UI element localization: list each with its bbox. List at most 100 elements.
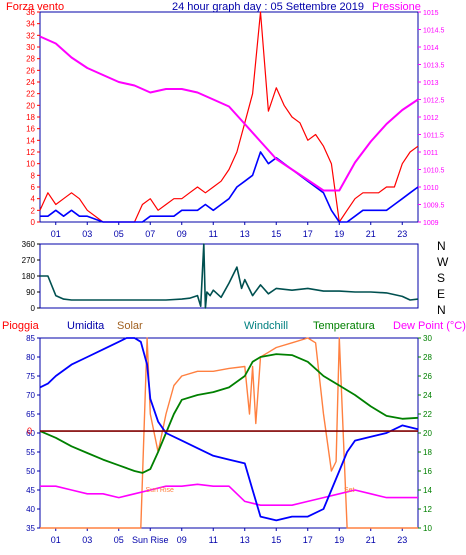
wind-y-tick-label: 12 <box>26 148 35 157</box>
climate-x-label: Sun Rise <box>132 535 169 545</box>
wind-y-tick-label: 8 <box>31 171 36 180</box>
humidity-y-tick-label: 35 <box>26 524 35 533</box>
solar-label: Solar <box>117 320 143 332</box>
chart-title: 24 hour graph day : 05 Settembre 2019 <box>172 1 364 13</box>
direction-y-tick-label: 0 <box>31 304 36 313</box>
pressure-y-tick-label: 1013 <box>423 80 439 87</box>
wind-y-tick-label: 10 <box>26 160 35 169</box>
pressure-y-tick-label: 1015 <box>423 10 439 17</box>
pressure-y-tick-label: 1009 <box>423 220 439 227</box>
humidity-y-tick-label: 85 <box>26 334 35 343</box>
wind-x-label: 01 <box>51 229 61 239</box>
dir-label-s: S <box>437 271 445 285</box>
climate-panel-frame <box>39 337 419 529</box>
pioggia-label: Pioggia <box>2 320 40 332</box>
wind-y-tick-label: 14 <box>26 136 35 145</box>
direction-y-tick-label: 270 <box>22 256 36 265</box>
humidity-y-tick-label: 50 <box>26 467 35 476</box>
wind-x-label: 15 <box>271 229 281 239</box>
wind-y-tick-label: 6 <box>31 183 36 192</box>
wind-x-label: 09 <box>177 229 187 239</box>
humidity-y-tick-label: 45 <box>26 486 35 495</box>
climate-x-label: 19 <box>334 535 344 545</box>
climate-x-label: 13 <box>240 535 250 545</box>
dewpoint-series <box>40 483 418 506</box>
climate-x-label: 21 <box>366 535 376 545</box>
sunset-annotation: Set <box>344 487 355 494</box>
wind-y-tick-label: 36 <box>26 8 35 17</box>
pressure-y-tick-label: 1010.5 <box>423 168 445 175</box>
pressure-axis-title: Pressione <box>372 1 421 13</box>
temperature-series <box>39 353 419 474</box>
wind-x-label: 17 <box>303 229 313 239</box>
wind-y-tick-label: 16 <box>26 125 35 134</box>
temp-y-tick-label: 24 <box>423 391 432 400</box>
dir-label-n2: N <box>437 303 446 317</box>
pressure-series <box>39 35 419 192</box>
temp-y-tick-label: 12 <box>423 505 432 514</box>
wind-y-tick-label: 32 <box>26 31 35 40</box>
wind-y-tick-label: 28 <box>26 55 35 64</box>
rain-zero-label: 0 <box>27 426 32 436</box>
temp-y-tick-label: 30 <box>423 334 432 343</box>
pressure-y-tick-label: 1012 <box>423 115 439 122</box>
humidity-series <box>39 337 419 522</box>
temp-y-tick-label: 22 <box>423 410 432 419</box>
climate-x-label: 15 <box>271 535 281 545</box>
wind-y-tick-label: 20 <box>26 101 35 110</box>
pressure-y-tick-label: 1013.5 <box>423 63 445 70</box>
humidity-y-tick-label: 65 <box>26 410 35 419</box>
temp-y-tick-label: 26 <box>423 372 432 381</box>
solar-series <box>40 337 418 529</box>
pressure-y-tick-label: 1012.5 <box>423 98 445 105</box>
pressure-y-tick-label: 1011.5 <box>423 133 444 140</box>
temp-y-tick-label: 10 <box>423 524 432 533</box>
windchill-label: Windchill <box>244 320 288 332</box>
humidity-y-tick-label: 55 <box>26 448 35 457</box>
pressure-y-tick-label: 1010 <box>423 185 439 192</box>
pressure-y-tick-label: 1014 <box>423 45 439 52</box>
humidity-y-tick-label: 60 <box>26 429 35 438</box>
dir-label-e: E <box>437 287 445 301</box>
direction-series <box>40 243 419 309</box>
temperatura-label: Temperatura <box>313 320 376 332</box>
direction-panel-frame <box>39 243 419 309</box>
direction-y-tick-label: 180 <box>22 272 36 281</box>
direction-y-tick-label: 360 <box>22 240 36 249</box>
wind-y-tick-label: 24 <box>26 78 35 87</box>
temp-y-tick-label: 28 <box>423 353 432 362</box>
wind-x-label: 03 <box>82 229 92 239</box>
pressure-y-tick-label: 1009.5 <box>423 203 445 210</box>
wind-x-label: 23 <box>397 229 407 239</box>
wind-axis-title: Forza vento <box>6 1 64 13</box>
temp-y-tick-label: 18 <box>423 448 432 457</box>
wind-y-tick-label: 4 <box>31 195 36 204</box>
wind-gust-series <box>39 11 419 223</box>
climate-x-label: 17 <box>303 535 313 545</box>
wind-x-label: 07 <box>145 229 155 239</box>
humidity-y-tick-label: 80 <box>26 353 35 362</box>
dir-label-n1: N <box>437 239 446 253</box>
wind-y-tick-label: 26 <box>26 66 35 75</box>
humidity-y-tick-label: 40 <box>26 505 35 514</box>
sunrise-annotation: Sun Rise <box>146 487 175 494</box>
umidita-label: Umidita <box>67 320 105 332</box>
wind-y-tick-label: 22 <box>26 90 35 99</box>
wind-y-tick-label: 2 <box>31 206 36 215</box>
climate-x-label: 11 <box>209 535 218 545</box>
dewpoint-label: Dew Point (°C) <box>393 320 466 332</box>
temp-y-tick-label: 16 <box>423 467 432 476</box>
temp-y-tick-label: 14 <box>423 486 432 495</box>
wind-y-tick-label: 18 <box>26 113 35 122</box>
pressure-y-tick-label: 1011 <box>423 150 438 157</box>
wind-x-label: 11 <box>209 229 218 239</box>
pressure-y-tick-label: 1014.5 <box>423 28 445 35</box>
wind-y-tick-label: 0 <box>31 218 36 227</box>
wind-avg-series <box>40 151 419 223</box>
wind-x-label: 05 <box>114 229 124 239</box>
wind-x-label: 13 <box>240 229 250 239</box>
humidity-y-tick-label: 70 <box>26 391 35 400</box>
wind-panel-frame <box>39 11 419 223</box>
temp-y-tick-label: 20 <box>423 429 432 438</box>
